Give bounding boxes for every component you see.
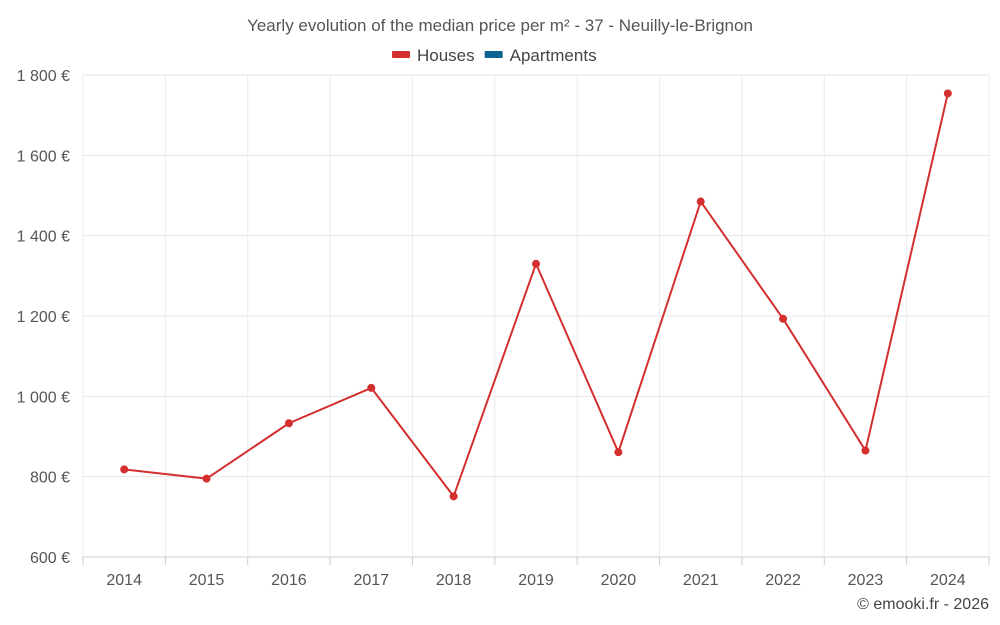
data-point-houses-2015[interactable]	[202, 474, 211, 483]
legend-item-houses[interactable]: Houses	[392, 46, 475, 65]
y-tick-label-3: 1 200 €	[17, 309, 70, 326]
legend-label-apartments: Apartments	[510, 46, 597, 65]
credit-text: © emooki.fr - 2026	[857, 596, 989, 613]
y-tick-label-4: 1 400 €	[17, 229, 70, 246]
x-tick-label-2017: 2017	[353, 572, 389, 589]
y-tick-label-1: 800 €	[30, 470, 70, 487]
legend-swatch-apartments	[484, 51, 503, 58]
y-axis-tick-labels: 600 € 800 € 1 000 € 1 200 € 1 400 € 1 600 € 1 …	[17, 68, 70, 567]
legend-swatch-houses	[392, 51, 410, 58]
x-tick-label-2015: 2015	[189, 572, 225, 589]
x-tick-label-2020: 2020	[601, 572, 637, 589]
x-tick-label-2018: 2018	[436, 572, 472, 589]
x-axis-tick-labels: 2014 2015 2016 2017 2018 2019 2020 2021 2022 2023…	[106, 572, 965, 589]
x-tick-label-2016: 2016	[271, 572, 307, 589]
legend-item-apartments[interactable]: Apartments	[484, 46, 597, 65]
y-tick-label-6: 1 800 €	[17, 68, 70, 85]
data-point-houses-2022[interactable]	[779, 314, 788, 323]
data-point-houses-2017[interactable]	[367, 383, 376, 392]
data-point-houses-2014[interactable]	[120, 465, 129, 474]
legend: Houses Apartments	[392, 46, 597, 65]
data-point-houses-2018[interactable]	[449, 492, 458, 501]
axes	[82, 556, 990, 565]
x-tick-label-2019: 2019	[518, 572, 554, 589]
y-tick-label-2: 1 000 €	[17, 389, 70, 406]
series-layer	[120, 89, 952, 501]
data-point-houses-2024[interactable]	[943, 89, 952, 98]
y-tick-label-5: 1 600 €	[17, 148, 70, 165]
data-point-houses-2021[interactable]	[696, 197, 705, 206]
data-point-houses-2023[interactable]	[861, 446, 870, 455]
data-point-houses-2019[interactable]	[532, 259, 540, 268]
x-tick-label-2014: 2014	[106, 572, 142, 589]
x-tick-label-2021: 2021	[683, 572, 719, 589]
x-tick-label-2023: 2023	[848, 572, 884, 589]
chart-title: Yearly evolution of the median price per…	[247, 16, 753, 35]
x-tick-label-2022: 2022	[765, 572, 801, 589]
data-point-houses-2016[interactable]	[284, 419, 293, 428]
data-point-houses-2020[interactable]	[614, 448, 623, 457]
grid-lines	[82, 74, 990, 558]
x-tick-label-2024: 2024	[930, 572, 966, 589]
y-tick-label-0: 600 €	[30, 550, 70, 567]
legend-label-houses: Houses	[417, 46, 475, 65]
